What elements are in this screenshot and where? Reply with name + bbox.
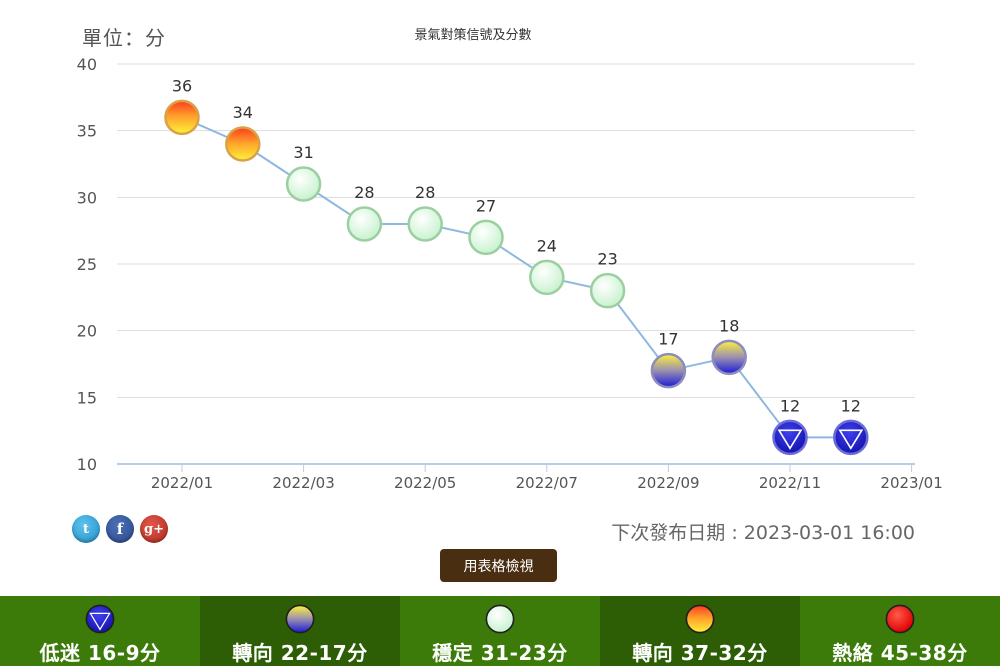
data-label: 28 bbox=[415, 183, 435, 202]
data-point[interactable] bbox=[285, 166, 322, 202]
data-point[interactable] bbox=[225, 126, 261, 162]
legend-label: 轉向 37-32分 bbox=[632, 641, 768, 665]
view-as-table-button[interactable]: 用表格檢視 bbox=[440, 549, 557, 582]
y-tick-label: 30 bbox=[77, 188, 97, 207]
chart-title: 景氣對策信號及分數 bbox=[414, 28, 532, 43]
unit-label: 單位：分 bbox=[82, 26, 166, 50]
twitter-icon[interactable]: t bbox=[72, 515, 100, 543]
legend-label: 低迷 16-9分 bbox=[39, 641, 161, 665]
data-label: 36 bbox=[172, 76, 192, 95]
data-point[interactable] bbox=[164, 99, 200, 136]
data-label: 12 bbox=[841, 396, 861, 415]
signal-legend: 低迷 16-9分 轉向 22-17分 穩定 31-23分 轉向 37-32分 熱… bbox=[0, 596, 1000, 666]
line-chart: 10 15 20 25 30 35 40 2022/01 2022/03 2022/05 2022/… bbox=[77, 55, 943, 492]
axis-layer: 10 15 20 25 30 35 40 2022/01 2022/03 2022/05 2022/… bbox=[77, 55, 943, 492]
yellow-red-signal-icon bbox=[685, 604, 715, 634]
x-tick-label: 2022/07 bbox=[516, 474, 578, 492]
data-label: 12 bbox=[780, 396, 800, 415]
legend-item-booming: 熱絡 45-38分 bbox=[800, 596, 1000, 666]
x-tick-label: 2023/01 bbox=[880, 474, 942, 492]
data-point[interactable] bbox=[650, 352, 687, 389]
yellow-blue-signal-icon bbox=[285, 604, 315, 634]
x-tick-label: 2022/03 bbox=[272, 474, 334, 492]
data-label: 17 bbox=[658, 330, 678, 349]
y-tick-label: 15 bbox=[77, 388, 97, 407]
y-tick-label: 10 bbox=[77, 455, 97, 474]
x-tick-label: 2022/11 bbox=[759, 474, 821, 492]
data-point[interactable] bbox=[711, 339, 747, 376]
data-label: 31 bbox=[293, 143, 313, 162]
legend-label: 穩定 31-23分 bbox=[432, 641, 568, 665]
data-label: 28 bbox=[354, 183, 374, 202]
x-tick-label: 2022/01 bbox=[151, 474, 213, 492]
data-label: 18 bbox=[719, 316, 739, 335]
google-plus-icon[interactable]: g+ bbox=[140, 515, 168, 543]
y-tick-label: 40 bbox=[77, 55, 97, 74]
data-label: 34 bbox=[233, 103, 253, 122]
data-labels-layer: 36 34 31 28 28 27 24 23 17 18 12 12 bbox=[172, 76, 861, 415]
data-point[interactable] bbox=[468, 219, 504, 256]
data-label: 24 bbox=[537, 236, 557, 255]
series-line bbox=[181, 116, 851, 439]
data-label: 27 bbox=[476, 196, 496, 215]
legend-item-stable: 穩定 31-23分 bbox=[400, 596, 600, 666]
social-share-bar: t f g+ bbox=[72, 515, 168, 543]
legend-label: 轉向 22-17分 bbox=[232, 641, 368, 665]
x-tick-label: 2022/05 bbox=[394, 474, 456, 492]
blue-signal-icon bbox=[85, 604, 115, 634]
data-point[interactable] bbox=[589, 272, 626, 309]
legend-item-turning-up: 轉向 37-32分 bbox=[600, 596, 800, 666]
data-point[interactable] bbox=[346, 206, 383, 242]
y-tick-label: 35 bbox=[77, 122, 97, 141]
red-signal-icon bbox=[885, 604, 915, 634]
y-tick-label: 20 bbox=[77, 322, 97, 341]
legend-item-turning-down: 轉向 22-17分 bbox=[200, 596, 400, 666]
data-point[interactable] bbox=[833, 419, 869, 456]
series-line-layer bbox=[181, 116, 851, 439]
data-point[interactable] bbox=[407, 206, 443, 242]
facebook-icon[interactable]: f bbox=[106, 515, 134, 543]
data-point[interactable] bbox=[529, 259, 565, 296]
green-signal-icon bbox=[485, 604, 515, 634]
y-tick-label: 25 bbox=[77, 255, 97, 274]
legend-label: 熱絡 45-38分 bbox=[832, 641, 968, 665]
x-tick-label: 2022/09 bbox=[637, 474, 699, 492]
data-point[interactable] bbox=[772, 419, 808, 456]
legend-item-depressed: 低迷 16-9分 bbox=[0, 596, 200, 666]
data-points-layer bbox=[164, 99, 869, 456]
next-release-date: 下次發布日期 : 2023-03-01 16:00 bbox=[611, 522, 915, 544]
data-label: 23 bbox=[597, 250, 617, 269]
